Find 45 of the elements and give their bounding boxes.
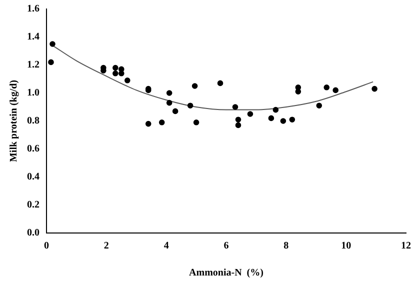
- x-tick-label: 0: [44, 240, 49, 252]
- y-tick-label: 0.0: [27, 228, 40, 239]
- y-tick-label: 1.2: [27, 60, 40, 71]
- y-tick-label: 0.6: [27, 144, 40, 155]
- point: [247, 111, 254, 117]
- point: [372, 86, 378, 92]
- point: [145, 120, 152, 127]
- point: [172, 108, 178, 114]
- point: [166, 100, 172, 106]
- y-tick-label: 0.2: [27, 200, 40, 211]
- point: [316, 102, 322, 108]
- y-axis-title: Milk protein (kg/d): [8, 80, 20, 162]
- point: [232, 104, 238, 110]
- point: [332, 87, 338, 94]
- point: [235, 116, 242, 122]
- point: [118, 70, 124, 76]
- y-tick-label: 1.0: [27, 88, 40, 99]
- x-tick-label: 10: [341, 240, 352, 252]
- point: [187, 102, 194, 108]
- point: [112, 64, 118, 71]
- point: [50, 41, 56, 47]
- point: [166, 90, 172, 96]
- y-tick-label: 1.4: [27, 32, 40, 43]
- point: [48, 59, 54, 66]
- x-tick-label: 4: [164, 240, 169, 252]
- point: [280, 118, 286, 124]
- point: [193, 120, 200, 126]
- point: [192, 83, 198, 89]
- point: [124, 78, 130, 84]
- point: [324, 84, 330, 90]
- point: [268, 115, 274, 122]
- point: [158, 120, 165, 126]
- y-tick-label: 0.8: [27, 116, 40, 127]
- x-tick-label: 6: [224, 240, 229, 252]
- point: [272, 106, 279, 113]
- y-tick-label: 0.4: [27, 172, 40, 183]
- point: [112, 70, 118, 76]
- y-tick-label: 1.6: [27, 4, 40, 15]
- x-tick-label: 8: [284, 240, 289, 252]
- x-tick-label: 12: [401, 240, 411, 252]
- point: [235, 122, 242, 128]
- point: [289, 116, 296, 122]
- x-tick-label: 2: [104, 240, 109, 252]
- point: [217, 80, 224, 86]
- x-axis-title: Ammonia-N (%): [189, 268, 264, 279]
